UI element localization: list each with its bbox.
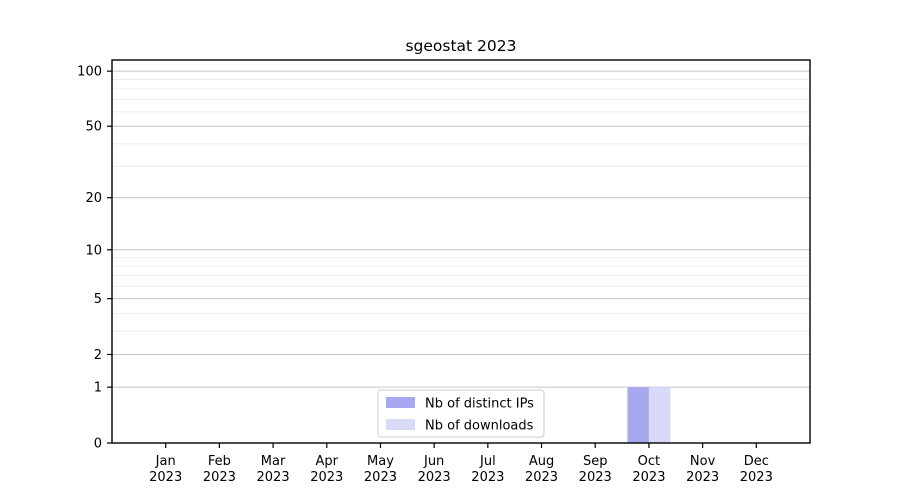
x-axis-tick-label-year: 2023 xyxy=(418,470,451,485)
x-axis-tick-label-year: 2023 xyxy=(203,470,236,485)
x-axis-tick-label-month: May xyxy=(367,454,394,469)
x-axis-tick-label-year: 2023 xyxy=(579,470,612,485)
y-axis-tick-label: 100 xyxy=(77,65,102,80)
legend-label: Nb of distinct IPs xyxy=(425,397,534,412)
legend-item: Nb of distinct IPs xyxy=(386,397,534,412)
bar-distinct-ips xyxy=(627,387,649,443)
legend-swatch xyxy=(386,397,415,408)
x-axis-tick-label-year: 2023 xyxy=(740,470,773,485)
x-axis-tick-label-month: Sep xyxy=(583,454,608,469)
x-axis-tick-label-year: 2023 xyxy=(364,470,397,485)
legend-box xyxy=(377,389,545,438)
x-axis-tick-label-year: 2023 xyxy=(149,470,182,485)
x-axis-tick-label-year: 2023 xyxy=(471,470,504,485)
x-axis-tick-label-month: Feb xyxy=(208,454,231,469)
y-axis-tick-label: 20 xyxy=(85,191,102,206)
x-axis-tick-label-month: Jun xyxy=(423,454,444,469)
bar-downloads xyxy=(648,387,671,443)
y-axis-tick-label: 2 xyxy=(94,348,102,363)
y-axis-tick-label: 1 xyxy=(94,381,102,396)
x-axis-tick-label-month: Jul xyxy=(479,454,496,469)
y-axis-tick-label: 0 xyxy=(94,437,102,452)
x-axis-tick-label-month: Mar xyxy=(261,454,286,469)
x-axis-tick-label-month: Nov xyxy=(690,454,716,469)
legend-item: Nb of downloads xyxy=(386,419,534,434)
y-axis-tick-label: 50 xyxy=(85,120,102,135)
x-axis-tick-label-month: Apr xyxy=(316,454,339,469)
x-axis-tick-label-year: 2023 xyxy=(310,470,343,485)
x-axis-tick-label-year: 2023 xyxy=(525,470,558,485)
plot-border xyxy=(111,59,811,444)
x-axis-tick-label-month: Aug xyxy=(529,454,554,469)
legend-swatch xyxy=(386,419,415,430)
x-axis-tick-label-year: 2023 xyxy=(632,470,665,485)
y-axis-tick-label: 5 xyxy=(94,292,102,307)
legend-label: Nb of downloads xyxy=(425,419,534,434)
x-axis-tick-label-year: 2023 xyxy=(257,470,290,485)
y-axis-tick-label: 10 xyxy=(85,243,102,258)
legend: Nb of distinct IPs Nb of downloads xyxy=(377,389,545,438)
x-axis-tick-label-month: Jan xyxy=(155,454,176,469)
x-axis-tick-label-month: Oct xyxy=(638,454,660,469)
x-axis-tick-label-month: Dec xyxy=(744,454,769,469)
x-axis-tick-label-year: 2023 xyxy=(686,470,719,485)
chart-title: sgeostat 2023 xyxy=(405,37,516,55)
